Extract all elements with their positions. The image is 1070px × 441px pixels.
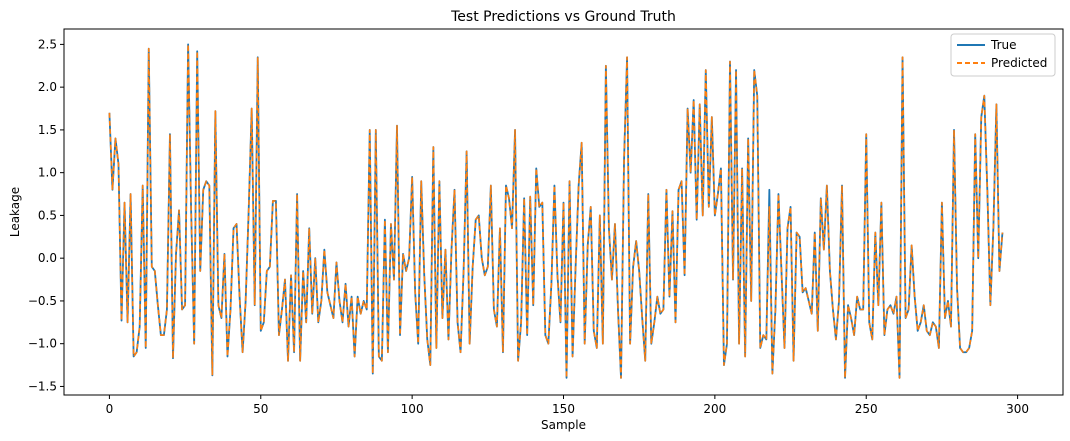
legend-label-predicted: Predicted: [991, 56, 1047, 70]
y-tick-label: 2.5: [38, 37, 57, 51]
x-tick-label: 250: [855, 402, 878, 416]
y-axis: −1.5 −1.0 −0.5 0.0 0.5 1.0 1.5 2.0 2.5: [28, 37, 64, 393]
y-axis-label: Leakage: [8, 187, 22, 237]
y-tick-label: 0.5: [38, 208, 57, 222]
series-line-predicted: [108, 43, 1004, 379]
x-tick-label: 300: [1006, 402, 1029, 416]
x-axis-label: Sample: [541, 418, 586, 432]
legend-label-true: True: [990, 38, 1017, 52]
x-tick-label: 0: [106, 402, 114, 416]
x-axis: 0 50 100 150 200 250 300: [106, 395, 1029, 416]
y-tick-label: 0.0: [38, 251, 57, 265]
x-tick-label: 50: [253, 402, 268, 416]
x-tick-label: 200: [703, 402, 726, 416]
legend: True Predicted: [950, 33, 1056, 77]
y-tick-label: 1.0: [38, 166, 57, 180]
y-tick-label: 2.0: [38, 80, 57, 94]
y-tick-label: −1.0: [28, 337, 57, 351]
chart-title: Test Predictions vs Ground Truth: [450, 9, 676, 25]
x-tick-label: 100: [401, 402, 424, 416]
series-layer: [108, 43, 1004, 379]
y-tick-label: −1.5: [28, 379, 57, 393]
y-tick-label: −0.5: [28, 294, 57, 308]
x-tick-label: 150: [552, 402, 575, 416]
y-tick-label: 1.5: [38, 123, 57, 137]
